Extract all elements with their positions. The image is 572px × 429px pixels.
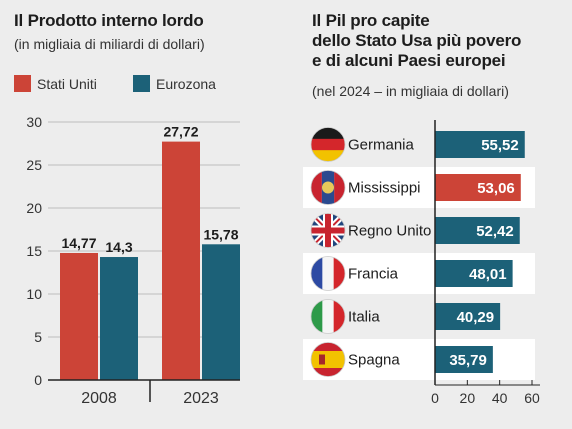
gdp-bar-usa-2008: [60, 252, 98, 380]
legend-swatch-eurozone: [133, 75, 150, 92]
per-capita-xtick-label: 40: [492, 390, 508, 406]
per-capita-xtick-label: 0: [431, 390, 439, 406]
country-label-germania: Germania: [348, 137, 415, 154]
per-capita-xtick-label: 60: [524, 390, 540, 406]
legend-label-eurozone: Eurozona: [156, 75, 216, 92]
gdp-value-label: 14,77: [61, 235, 96, 251]
gdp-per-capita-bar-chart: Germania Mississippi Regno Unito Francia Ita…: [303, 120, 540, 406]
per-capita-bar-regno-unito: [435, 217, 520, 244]
per-capita-value-label: 48,01: [469, 266, 507, 283]
gdp-per-capita-title-line-3: e di alcuni Paesi europei: [312, 51, 506, 70]
legend-item-eurozone: Eurozona: [133, 75, 216, 92]
uk-flag-icon: [310, 213, 346, 248]
france-flag-icon: [310, 256, 346, 291]
gdp-ytick-label: 30: [26, 114, 42, 130]
per-capita-value-label: 40,29: [457, 309, 495, 326]
gdp-value-label: 27,72: [163, 124, 198, 140]
per-capita-bar-germania: [435, 131, 525, 158]
per-capita-bar-italia: [435, 303, 501, 330]
gdp-per-capita-subtitle: (nel 2024 – in migliaia di dollari): [312, 83, 509, 99]
gdp-xtick-label-2008: 2008: [81, 390, 117, 407]
per-capita-bar-spagna: [435, 346, 493, 373]
gdp-value-label: 15,78: [203, 226, 238, 242]
mississippi-flag-icon: [310, 170, 346, 205]
gdp-ytick-label: 20: [26, 200, 42, 216]
spain-flag-icon: [310, 342, 346, 377]
gdp-ytick-label: 0: [34, 372, 42, 388]
gdp-xtick-label-2023: 2023: [183, 390, 219, 407]
country-label-mississippi: Mississippi: [348, 180, 421, 197]
legend-swatch-usa: [14, 75, 31, 92]
country-label-spagna: Spagna: [348, 352, 400, 369]
per-capita-value-label: 55,52: [481, 137, 519, 154]
country-label-regno-unito: Regno Unito: [348, 223, 431, 240]
gdp-per-capita-title-line-1: Il Pil pro capite: [312, 11, 430, 30]
gdp-ytick-label: 25: [26, 157, 42, 173]
country-label-francia: Francia: [348, 266, 399, 283]
gdp-ytick-label: 10: [26, 286, 42, 302]
per-capita-value-label: 52,42: [476, 223, 514, 240]
per-capita-value-label: 35,79: [449, 352, 487, 369]
per-capita-value-label: 53,06: [477, 180, 515, 197]
per-capita-bar-mississippi: [435, 174, 521, 201]
legend-item-usa: Stati Uniti: [14, 75, 97, 92]
gdp-value-label: 14,3: [105, 239, 132, 255]
germany-flag-icon: [310, 127, 346, 162]
gdp-bar-eurozone-2023: [202, 244, 240, 380]
gdp-chart-subtitle: (in migliaia di miliardi di dollari): [14, 36, 205, 52]
per-capita-xtick-label: 20: [460, 390, 476, 406]
gdp-ytick-label: 5: [34, 329, 42, 345]
per-capita-bar-francia: [435, 260, 513, 287]
gdp-per-capita-title-line-2: dello Stato Usa più povero: [312, 31, 522, 50]
gdp-bar-eurozone-2008: [100, 257, 138, 380]
italy-flag-icon: [310, 299, 346, 334]
country-label-italia: Italia: [348, 309, 380, 326]
legend-label-usa: Stati Uniti: [37, 75, 97, 92]
gdp-bar-chart: 0 5 10 15 20 25 30 14,77 14,3 27,72 15,78 2008 202…: [26, 114, 240, 407]
gdp-chart-title: Il Prodotto interno lordo: [14, 11, 204, 30]
gdp-ytick-label: 15: [26, 243, 42, 259]
gdp-bar-usa-2023: [162, 141, 200, 380]
